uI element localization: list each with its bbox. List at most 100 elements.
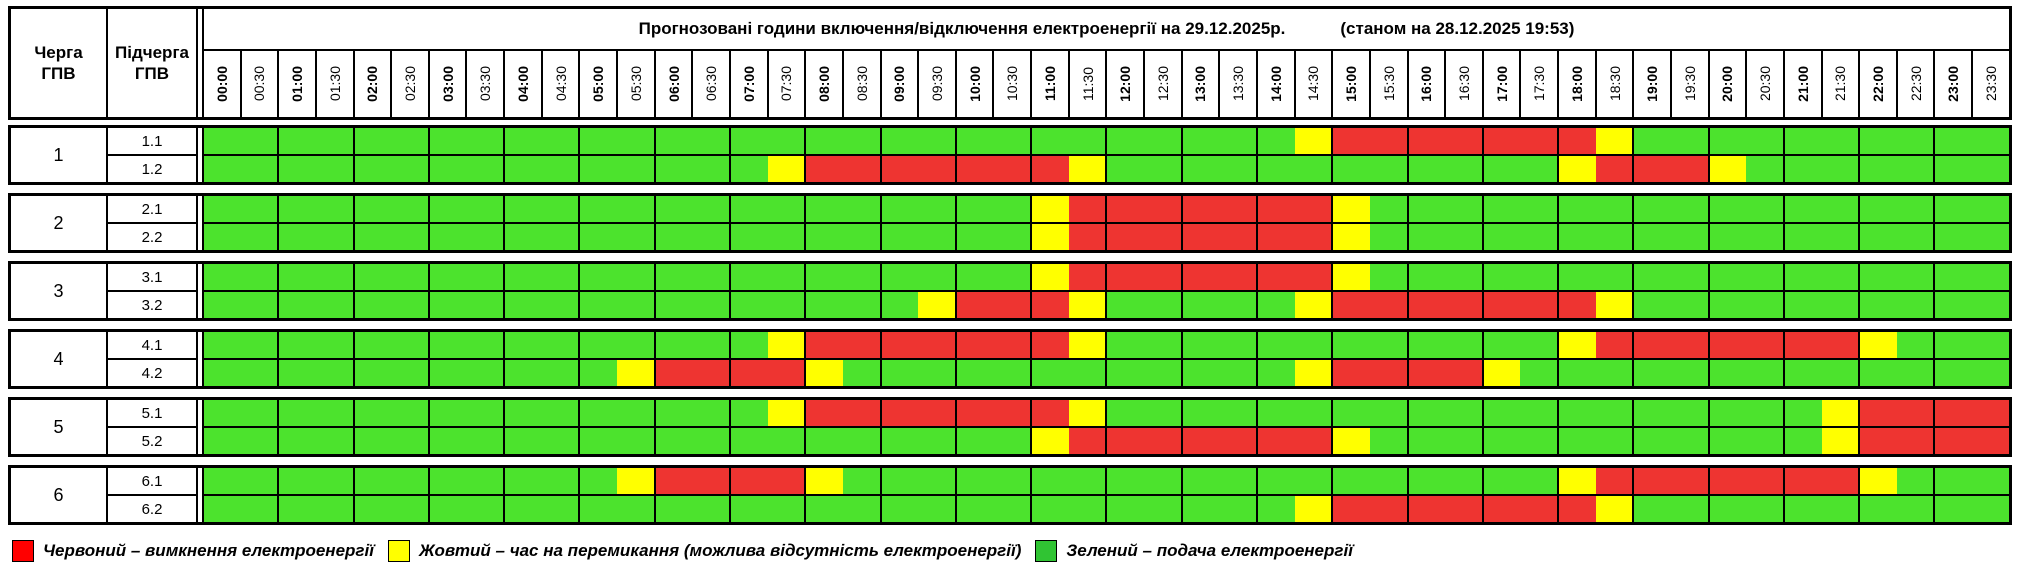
slot-cell bbox=[391, 196, 430, 222]
slot-cell bbox=[466, 428, 506, 454]
slot-cell bbox=[1294, 196, 1334, 222]
slot-cell bbox=[1634, 196, 1671, 222]
slot-cell bbox=[1219, 128, 1258, 154]
slot-cell bbox=[466, 468, 506, 494]
slot-cell bbox=[1784, 128, 1822, 154]
slot-cell bbox=[956, 332, 994, 358]
time-label: 13:00 bbox=[1183, 51, 1221, 117]
slot-cell bbox=[1107, 224, 1145, 250]
slot-cell bbox=[730, 496, 768, 522]
time-label-text: 06:00 bbox=[665, 66, 682, 102]
slot-cell bbox=[617, 400, 656, 426]
slot-cell bbox=[1896, 468, 1936, 494]
slot-cell bbox=[881, 496, 919, 522]
slot-cell bbox=[204, 224, 241, 250]
time-label: 10:30 bbox=[994, 51, 1033, 117]
queue-number: 4 bbox=[11, 332, 108, 386]
slot-cell bbox=[1144, 360, 1183, 386]
slot-cell bbox=[1860, 332, 1897, 358]
slot-cell bbox=[956, 128, 994, 154]
slot-cell bbox=[1709, 156, 1747, 182]
time-label: 05:30 bbox=[618, 51, 656, 117]
slot-cell bbox=[1182, 156, 1220, 182]
slot-cell bbox=[1821, 428, 1861, 454]
slot-cell bbox=[1219, 264, 1258, 290]
slot-cell bbox=[1369, 468, 1409, 494]
schedule-row bbox=[204, 196, 2009, 224]
slot-cell bbox=[1068, 224, 1108, 250]
slot-cell bbox=[1483, 196, 1521, 222]
slot-cell bbox=[1483, 468, 1521, 494]
slot-cell bbox=[1972, 428, 2009, 454]
slot-cell bbox=[1634, 400, 1671, 426]
time-label: 09:00 bbox=[882, 51, 920, 117]
slot-cell bbox=[315, 264, 355, 290]
slot-cell bbox=[1068, 156, 1108, 182]
slot-cell bbox=[1445, 400, 1484, 426]
time-label-text: 09:30 bbox=[928, 66, 945, 102]
subqueue-label: 3.2 bbox=[141, 296, 163, 314]
slot-cell bbox=[429, 128, 467, 154]
time-label-text: 07:30 bbox=[778, 66, 795, 102]
time-label: 10:00 bbox=[957, 51, 995, 117]
slot-cell bbox=[1068, 428, 1108, 454]
slot-cell bbox=[1032, 224, 1069, 250]
time-label-text: 03:30 bbox=[477, 66, 494, 102]
time-label-text: 04:00 bbox=[514, 66, 531, 102]
time-label-text: 19:00 bbox=[1644, 66, 1661, 102]
slot-cell bbox=[1182, 292, 1220, 318]
slot-cell bbox=[1860, 156, 1897, 182]
slot-cell bbox=[505, 292, 542, 318]
slot-cell bbox=[1408, 156, 1446, 182]
slot-cell bbox=[881, 332, 919, 358]
slot-cell bbox=[842, 156, 882, 182]
slot-cell bbox=[580, 128, 618, 154]
slot-cell bbox=[655, 224, 693, 250]
slot-cell bbox=[204, 496, 241, 522]
slot-cell bbox=[1821, 156, 1861, 182]
time-label-text: 08:30 bbox=[853, 66, 870, 102]
slot-cell bbox=[956, 156, 994, 182]
slot-cell bbox=[1032, 428, 1069, 454]
time-label: 20:00 bbox=[1710, 51, 1748, 117]
slot-cell bbox=[1595, 128, 1635, 154]
slot-cell bbox=[956, 468, 994, 494]
time-label-text: 20:00 bbox=[1719, 66, 1736, 102]
slot-cell bbox=[240, 292, 280, 318]
slot-cell bbox=[1559, 496, 1596, 522]
slot-cell bbox=[993, 360, 1033, 386]
slot-cell bbox=[541, 496, 581, 522]
slot-cell bbox=[1860, 264, 1897, 290]
slot-cell bbox=[730, 264, 768, 290]
slot-cell bbox=[767, 224, 807, 250]
time-label: 14:00 bbox=[1258, 51, 1296, 117]
slot-cell bbox=[1821, 264, 1861, 290]
slot-cell bbox=[1670, 496, 1710, 522]
slot-cell bbox=[842, 468, 882, 494]
time-label: 15:00 bbox=[1333, 51, 1371, 117]
slot-cell bbox=[1746, 332, 1785, 358]
slot-cell bbox=[1144, 428, 1183, 454]
slot-cell bbox=[1483, 400, 1521, 426]
slot-cell bbox=[730, 332, 768, 358]
slot-cell bbox=[1257, 292, 1295, 318]
slot-cell bbox=[429, 292, 467, 318]
slot-cell bbox=[881, 196, 919, 222]
slot-cell bbox=[429, 360, 467, 386]
time-label-text: 04:30 bbox=[552, 66, 569, 102]
slot-cell bbox=[1144, 468, 1183, 494]
slot-cell bbox=[1746, 128, 1785, 154]
slot-cell bbox=[204, 264, 241, 290]
slot-cell bbox=[279, 496, 316, 522]
time-label: 06:00 bbox=[656, 51, 694, 117]
slot-cell bbox=[692, 468, 731, 494]
slot-cell bbox=[354, 264, 392, 290]
slot-cell bbox=[956, 360, 994, 386]
slot-cell bbox=[1144, 156, 1183, 182]
slot-cell bbox=[1670, 292, 1710, 318]
slot-cell bbox=[1483, 264, 1521, 290]
legend-swatch-g bbox=[1035, 540, 1058, 562]
slot-cell bbox=[1821, 128, 1861, 154]
slot-cell bbox=[881, 156, 919, 182]
slot-cell bbox=[617, 428, 656, 454]
